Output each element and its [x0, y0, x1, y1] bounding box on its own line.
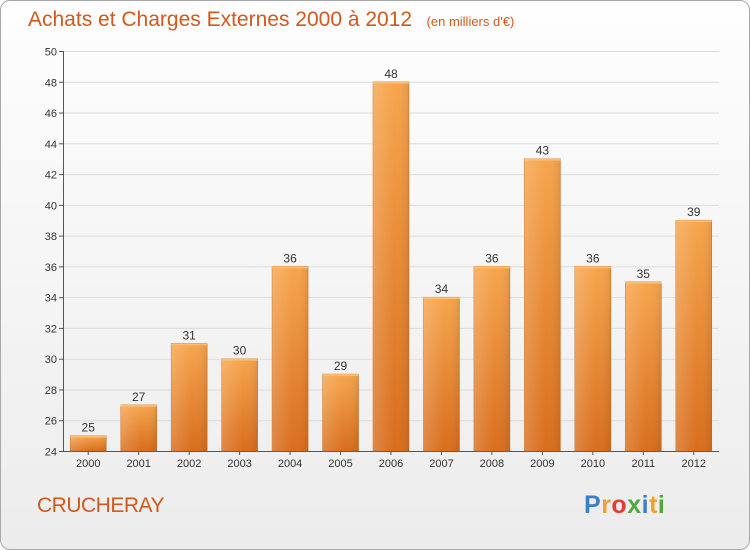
x-tick-label: 2007 — [429, 458, 453, 470]
bar-shade — [373, 81, 409, 452]
data-label: 27 — [132, 390, 146, 404]
x-tick-label: 2009 — [530, 458, 554, 470]
x-tick-label: 2000 — [76, 458, 100, 470]
data-label: 48 — [384, 67, 398, 81]
x-tick-label: 2010 — [581, 458, 605, 470]
data-label: 35 — [637, 267, 651, 281]
logo-letter: r — [601, 491, 612, 519]
data-label: 36 — [283, 251, 297, 265]
y-tick-label: 38 — [45, 231, 57, 243]
bar-cap — [625, 281, 662, 284]
data-label: 36 — [485, 251, 499, 265]
bar-shade — [70, 435, 107, 451]
y-tick-label: 30 — [45, 354, 57, 366]
y-tick-label: 44 — [45, 139, 57, 151]
bar-shade — [524, 158, 561, 451]
x-tick-label: 2001 — [126, 458, 150, 470]
chart-title: Achats et Charges Externes 2000 à 2012 — [28, 8, 413, 31]
logo-letter: t — [649, 491, 658, 519]
bar-cap — [675, 220, 712, 223]
chart-unit: (en milliers d'€) — [426, 14, 515, 29]
x-axis-ticks: 2000 2001 2002 2003 2004 2005 2006 2007 2008 2009… — [76, 451, 706, 470]
bar-cap — [221, 358, 258, 361]
data-label: 36 — [586, 251, 600, 265]
x-tick-label: 2008 — [480, 458, 504, 470]
data-label: 25 — [82, 421, 96, 435]
y-tick-label: 46 — [45, 108, 57, 120]
bar-shade — [625, 281, 662, 451]
bar-shade — [675, 220, 712, 451]
y-tick-label: 28 — [45, 385, 57, 397]
x-tick-label: 2004 — [278, 458, 302, 470]
data-label: 30 — [233, 344, 247, 358]
proxiti-logo: Proxiti — [584, 491, 665, 520]
bar-cap — [272, 266, 309, 269]
bar-cap — [574, 266, 611, 269]
chart-title-block: Achats et Charges Externes 2000 à 2012 (… — [28, 8, 514, 32]
bar-cap — [70, 435, 107, 438]
bar-shade — [322, 374, 359, 451]
logo-letter: o — [611, 491, 628, 519]
y-tick-label: 32 — [45, 323, 57, 335]
data-label: 29 — [334, 359, 348, 373]
bar-cap — [322, 374, 359, 377]
bar-cap — [171, 343, 208, 346]
x-tick-label: 2012 — [682, 458, 706, 470]
y-tick-label: 36 — [45, 262, 57, 274]
bar-shade — [221, 358, 258, 451]
data-label: 31 — [182, 328, 196, 342]
x-tick-label: 2006 — [379, 458, 403, 470]
data-label: 39 — [687, 205, 701, 219]
bar-cap — [373, 81, 409, 84]
bar-shade — [473, 266, 510, 451]
bar-cap — [120, 404, 157, 407]
bar-cap — [473, 266, 510, 269]
y-tick-label: 24 — [45, 447, 57, 459]
y-tick-label: 34 — [45, 293, 57, 305]
x-tick-label: 2003 — [227, 458, 251, 470]
logo-letter: x — [627, 491, 642, 519]
y-tick-label: 40 — [45, 200, 57, 212]
x-tick-label: 2005 — [328, 458, 352, 470]
bar-cap — [423, 297, 460, 300]
x-tick-label: 2011 — [631, 458, 655, 470]
bar-shade — [423, 297, 460, 451]
logo-letter: i — [657, 491, 666, 519]
logo-letter: i — [641, 491, 650, 519]
x-tick-label: 2002 — [177, 458, 201, 470]
y-tick-label: 50 — [45, 47, 57, 59]
logo-letter: P — [584, 491, 602, 519]
data-label: 43 — [536, 144, 550, 158]
y-tick-label: 42 — [45, 170, 57, 182]
bar-shade — [171, 343, 208, 451]
bar-shade — [272, 266, 309, 451]
bars: 25 27 31 30 36 29 48 34 36 43 36 35 39 — [69, 67, 713, 452]
commune-name: CRUCHERAY — [37, 494, 164, 517]
bar-cap — [524, 158, 561, 161]
bar-shade — [120, 404, 157, 451]
y-tick-label: 48 — [45, 77, 57, 89]
data-label: 34 — [435, 282, 449, 296]
y-tick-label: 26 — [45, 416, 57, 428]
bar-shade — [574, 266, 611, 451]
